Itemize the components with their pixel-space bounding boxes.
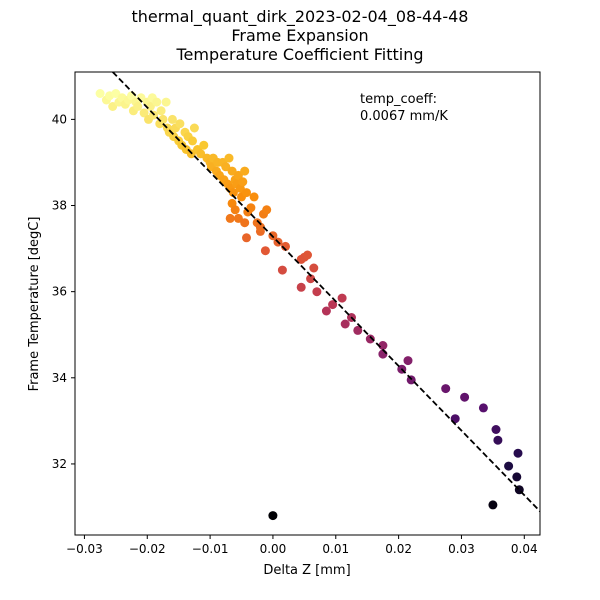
title-line-2: Frame Expansion xyxy=(231,26,368,45)
data-point-59 xyxy=(233,170,243,180)
x-axis-label: Delta Z [mm] xyxy=(263,563,350,578)
data-point-71 xyxy=(249,192,259,202)
annotation-line-2: 0.0067 mm/K xyxy=(360,109,448,124)
data-point-113 xyxy=(488,500,498,510)
data-point-82 xyxy=(281,241,290,251)
data-point-31 xyxy=(175,119,185,129)
data-point-92 xyxy=(328,300,338,310)
data-point-51 xyxy=(221,162,231,172)
y-axis-label: Frame Temperature [degC] xyxy=(27,217,42,392)
chart-title: thermal_quant_dirk_2023-02-04_08-44-48Fr… xyxy=(132,7,469,64)
data-point-22 xyxy=(156,106,166,116)
x-tick-label-7: 0.04 xyxy=(511,542,538,556)
data-point-20 xyxy=(152,97,162,107)
data-point-103 xyxy=(441,384,451,394)
fit-line xyxy=(112,72,540,512)
data-point-63 xyxy=(240,166,250,176)
data-point-78 xyxy=(260,246,270,256)
data-point-107 xyxy=(491,425,501,434)
data-point-96 xyxy=(353,325,363,335)
data-point-53 xyxy=(224,153,234,163)
data-point-93 xyxy=(337,293,347,303)
x-tick-label-6: 0.03 xyxy=(448,542,475,556)
data-point-90 xyxy=(312,287,322,297)
title-line-3: Temperature Coefficient Fitting xyxy=(175,45,423,64)
annotation-line-1: temp_coeff: xyxy=(360,92,437,107)
y-tick-label-2: 36 xyxy=(52,285,67,299)
data-point-110 xyxy=(513,448,523,458)
data-point-68 xyxy=(240,218,250,228)
data-point-83 xyxy=(277,265,287,275)
data-point-94 xyxy=(340,319,350,329)
y-tick-label-3: 38 xyxy=(52,199,67,213)
x-tick-label-4: 0.01 xyxy=(322,542,349,556)
data-point-17 xyxy=(145,102,155,111)
data-point-91 xyxy=(321,306,331,316)
temp-coeff-annotation: temp_coeff: 0.0067 mm/K xyxy=(360,92,448,124)
data-point-101 xyxy=(403,356,413,366)
data-point-88 xyxy=(309,263,319,273)
data-point-66 xyxy=(230,205,240,215)
data-point-76 xyxy=(242,233,251,243)
x-tick-label-0: −0.03 xyxy=(66,542,103,556)
data-point-24 xyxy=(161,97,171,107)
data-point-37 xyxy=(188,136,197,146)
data-point-3 xyxy=(108,102,118,111)
data-point-38 xyxy=(189,123,199,133)
plot-frame xyxy=(74,71,541,536)
data-point-106 xyxy=(478,403,488,413)
points-layer xyxy=(95,89,524,521)
data-point-109 xyxy=(504,461,514,471)
data-point-105 xyxy=(460,392,470,402)
data-point-62 xyxy=(238,177,248,187)
data-point-40 xyxy=(196,149,206,159)
data-point-86 xyxy=(303,250,312,260)
data-point-98 xyxy=(378,341,388,350)
y-axis: 32 34 36 38 40 xyxy=(52,112,75,471)
data-point-23 xyxy=(158,114,168,124)
title-line-1: thermal_quant_dirk_2023-02-04_08-44-48 xyxy=(132,7,469,27)
data-point-108 xyxy=(493,435,503,445)
data-point-4 xyxy=(111,89,121,98)
x-tick-label-1: −0.02 xyxy=(129,542,166,556)
data-point-0 xyxy=(95,89,105,98)
data-point-77 xyxy=(255,222,265,232)
data-point-14 xyxy=(139,108,149,118)
y-tick-label-1: 34 xyxy=(52,371,67,385)
data-point-75 xyxy=(225,213,235,223)
data-point-111 xyxy=(512,472,522,482)
data-point-114 xyxy=(268,511,278,521)
data-point-87 xyxy=(306,274,316,284)
data-point-41 xyxy=(199,140,209,150)
x-tick-label-3: 0.00 xyxy=(260,542,287,556)
x-tick-label-2: −0.01 xyxy=(192,542,229,556)
data-point-55 xyxy=(227,166,237,176)
fit-line-layer xyxy=(112,72,540,512)
data-point-12 xyxy=(133,102,143,111)
data-point-67 xyxy=(233,213,243,223)
data-point-56 xyxy=(228,188,238,198)
y-tick-label-4: 40 xyxy=(52,112,67,126)
data-point-79 xyxy=(262,205,272,215)
x-axis: −0.03 −0.02 −0.01 0.00 0.01 0.02 0.03 0.04 xyxy=(66,535,538,556)
data-point-89 xyxy=(296,282,306,292)
data-point-64 xyxy=(242,188,251,198)
x-tick-label-5: 0.02 xyxy=(385,542,412,556)
data-point-97 xyxy=(365,334,375,344)
data-point-70 xyxy=(246,203,256,213)
y-tick-label-0: 32 xyxy=(52,457,67,471)
data-point-27 xyxy=(167,114,177,124)
